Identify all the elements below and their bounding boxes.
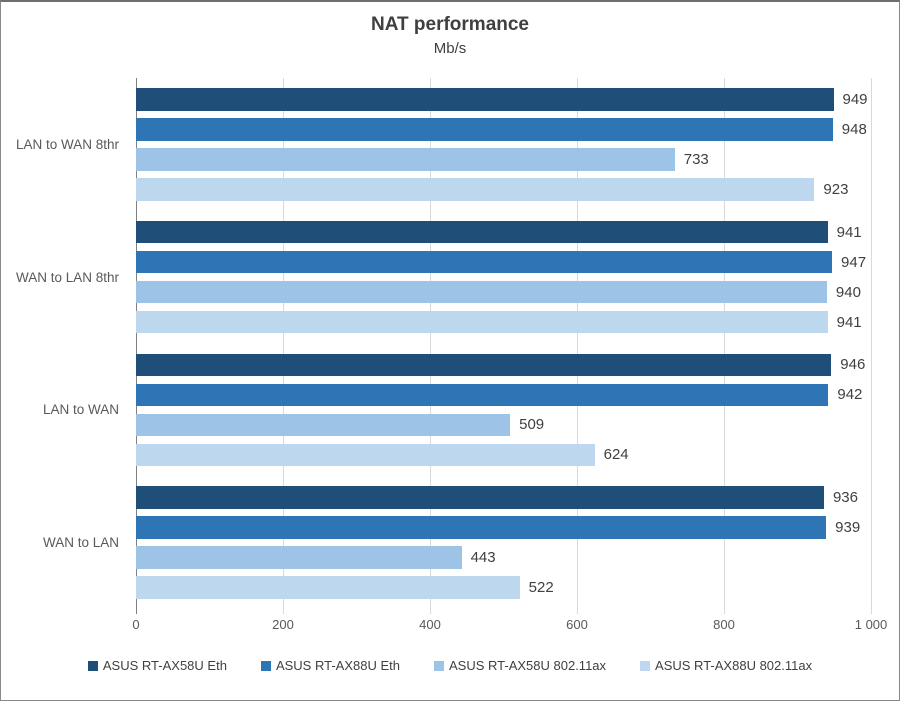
bar xyxy=(136,413,511,437)
bar-value-label: 733 xyxy=(683,150,709,168)
bar xyxy=(136,148,675,171)
bar-value-label: 923 xyxy=(823,180,849,198)
legend-label: ASUS RT-AX88U Eth xyxy=(275,658,400,673)
bar xyxy=(136,383,829,407)
x-axis-tick-label: 400 xyxy=(419,617,441,632)
bar-group: 936 939 443 522 xyxy=(136,476,871,609)
bar xyxy=(136,178,815,201)
bar xyxy=(136,486,824,509)
bar xyxy=(136,546,462,569)
legend-item: ASUS RT-AX58U Eth xyxy=(87,658,227,673)
bar-group: 946 942 509 624 xyxy=(136,344,871,477)
bar-group: 949 948 733 923 xyxy=(136,78,871,211)
bar xyxy=(136,516,827,539)
bar-value-label: 936 xyxy=(832,489,858,507)
bar xyxy=(136,280,827,304)
gridline xyxy=(871,78,872,614)
bar-value-label: 940 xyxy=(835,283,861,301)
bar-value-label: 949 xyxy=(842,90,868,108)
bar xyxy=(136,118,833,141)
bar xyxy=(136,250,833,274)
bar-row: 941 xyxy=(136,310,871,334)
bar-value-label: 509 xyxy=(519,416,545,434)
bar-row: 940 xyxy=(136,280,871,304)
x-axis-tick-label: 0 xyxy=(132,617,140,632)
bar-value-label: 942 xyxy=(837,386,863,404)
gridline xyxy=(577,78,578,614)
legend-item: ASUS RT-AX58U 802.11ax xyxy=(433,658,607,673)
bar-row: 949 xyxy=(136,88,871,111)
x-axis-tick-label: 600 xyxy=(566,617,588,632)
legend-label: ASUS RT-AX58U 802.11ax xyxy=(448,658,607,673)
bar xyxy=(136,353,832,377)
bar-value-label: 939 xyxy=(835,519,861,537)
x-axis: 0 200 400 600 800 1 000 xyxy=(1,617,899,635)
category-label: WAN to LAN xyxy=(42,535,119,551)
bar xyxy=(136,220,828,244)
bar-row: 946 xyxy=(136,353,871,377)
gridline xyxy=(283,78,284,614)
bar-row: 936 xyxy=(136,486,871,509)
chart-title: NAT performance xyxy=(370,14,529,35)
legend-label: ASUS RT-AX58U Eth xyxy=(102,658,227,673)
plot-area: 949 948 733 923 941 947 940 941 946 942 509 624 936 9… xyxy=(136,78,872,614)
bar-value-label: 624 xyxy=(603,446,629,464)
bar-value-label: 948 xyxy=(841,120,867,138)
legend-swatch-icon xyxy=(87,660,98,671)
bar-row: 923 xyxy=(136,178,871,201)
bar-row: 443 xyxy=(136,546,871,569)
legend-item: ASUS RT-AX88U 802.11ax xyxy=(640,658,812,673)
category-label: LAN to WAN xyxy=(42,402,119,418)
legend-label: ASUS RT-AX88U 802.11ax xyxy=(655,658,813,673)
bar-row: 941 xyxy=(136,220,871,244)
legend-item: ASUS RT-AX88U Eth xyxy=(260,658,400,673)
bar xyxy=(136,88,834,111)
bar-value-label: 941 xyxy=(836,223,862,241)
legend-swatch-icon xyxy=(640,660,651,671)
bar-row: 624 xyxy=(136,443,871,467)
x-axis-tick-label: 1 000 xyxy=(854,617,888,632)
category-label: LAN to WAN 8thr xyxy=(15,136,119,152)
gridline xyxy=(724,78,725,614)
bar xyxy=(136,443,595,467)
x-axis-tick-label: 800 xyxy=(713,617,735,632)
bar-value-label: 443 xyxy=(470,549,496,567)
bar-row: 939 xyxy=(136,516,871,539)
gridline xyxy=(430,78,431,614)
legend-swatch-icon xyxy=(260,660,271,671)
bar xyxy=(136,576,520,599)
bar-row: 522 xyxy=(136,576,871,599)
bar xyxy=(136,310,828,334)
bar-row: 942 xyxy=(136,383,871,407)
bar-group: 941 947 940 941 xyxy=(136,211,871,344)
x-axis-tick-label: 200 xyxy=(272,617,294,632)
bar-value-label: 522 xyxy=(528,579,554,597)
category-label: WAN to LAN 8thr xyxy=(15,269,119,285)
bar-value-label: 946 xyxy=(840,356,866,374)
bar-row: 947 xyxy=(136,250,871,274)
chart-subtitle: Mb/s xyxy=(433,40,467,57)
y-axis-line xyxy=(136,78,137,614)
bar-row: 948 xyxy=(136,118,871,141)
bar-row: 509 xyxy=(136,413,871,437)
legend-swatch-icon xyxy=(433,660,444,671)
legend: ASUS RT-AX58U Eth ASUS RT-AX88U Eth ASUS R… xyxy=(1,658,899,673)
bar-value-label: 947 xyxy=(841,253,867,271)
bar-row: 733 xyxy=(136,148,871,171)
bar-value-label: 941 xyxy=(836,313,862,331)
